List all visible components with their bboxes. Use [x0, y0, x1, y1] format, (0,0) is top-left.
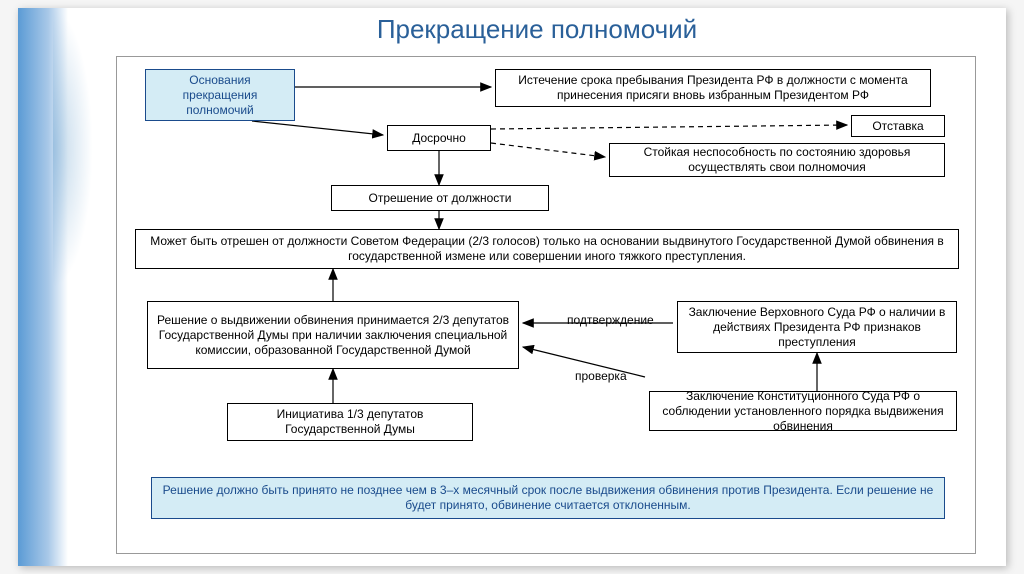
node-supreme: Заключение Верховного Суда РФ о наличии …	[677, 301, 957, 353]
node-removal: Отрешение от должности	[331, 185, 549, 211]
edge-label-confirm: подтверждение	[567, 313, 654, 327]
node-final: Решение должно быть принято не позднее ч…	[151, 477, 945, 519]
node-initiative: Инициатива 1/3 депутатов Государственной…	[227, 403, 473, 441]
node-expiry: Истечение срока пребывания Президента РФ…	[495, 69, 931, 107]
node-incapacity: Стойкая неспособность по состоянию здоро…	[609, 143, 945, 177]
node-early: Досрочно	[387, 125, 491, 151]
page-title: Прекращение полномочий	[68, 14, 1006, 45]
node-decision23: Решение о выдвижении обвинения принимает…	[147, 301, 519, 369]
decorative-stripe	[18, 8, 68, 566]
flowchart-canvas: Основания прекращения полномочий Истечен…	[116, 56, 976, 554]
node-constit: Заключение Конституционного Суда РФ о со…	[649, 391, 957, 431]
edge-label-check: проверка	[575, 369, 627, 383]
node-resign: Отставка	[851, 115, 945, 137]
node-grounds: Основания прекращения полномочий	[145, 69, 295, 121]
node-fedcouncil: Может быть отрешен от должности Советом …	[135, 229, 959, 269]
